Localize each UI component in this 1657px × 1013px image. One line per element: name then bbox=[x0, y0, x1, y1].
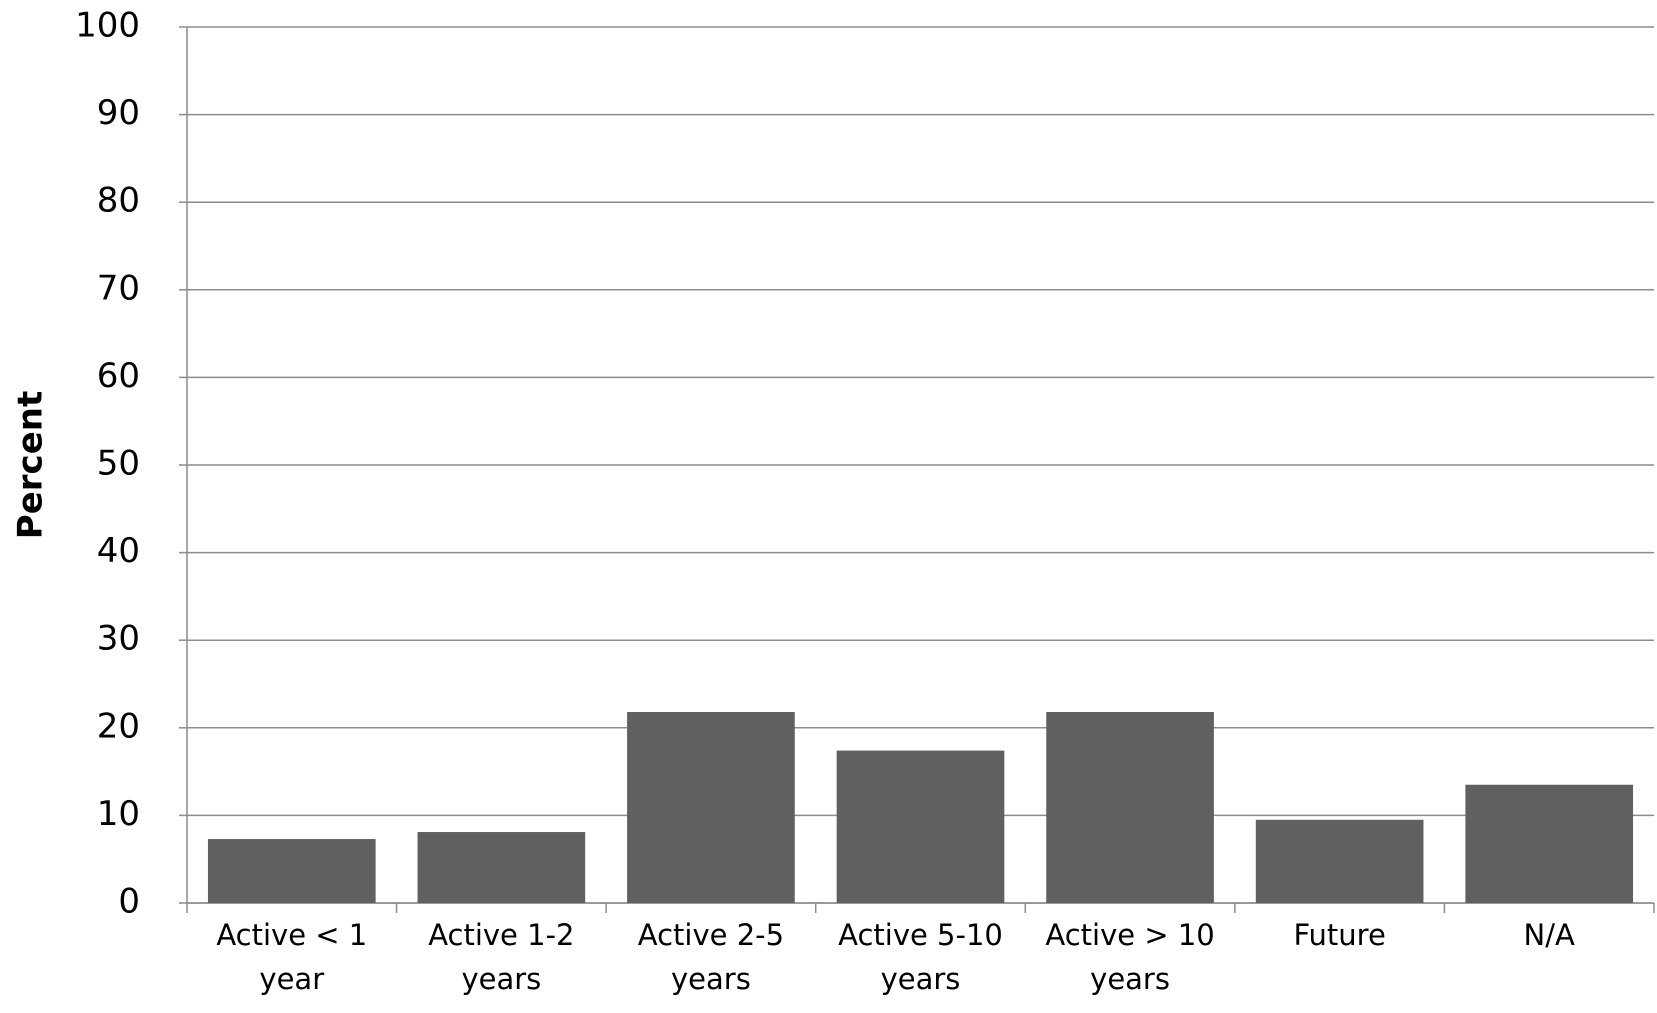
y-axis-label: Percent bbox=[11, 391, 51, 539]
x-tick-label: Active 2-5 years bbox=[637, 918, 785, 996]
y-tick-label: 70 bbox=[97, 268, 140, 308]
y-tick-label: 50 bbox=[97, 444, 140, 484]
x-tick-label: N/A bbox=[1523, 918, 1575, 952]
x-tick-label: Active 1-2 years bbox=[428, 918, 575, 996]
x-tick-label: Future bbox=[1293, 918, 1386, 952]
y-tick-label: 40 bbox=[97, 531, 140, 571]
x-tick-label: Active > 10 years bbox=[1045, 918, 1215, 996]
bar bbox=[1465, 784, 1634, 903]
y-tick-label: 10 bbox=[97, 794, 140, 834]
y-tick-label: 100 bbox=[75, 6, 140, 46]
bar bbox=[417, 832, 586, 903]
y-tick-label: 20 bbox=[97, 706, 140, 746]
y-tick-label: 90 bbox=[97, 93, 140, 133]
y-tick-label: 0 bbox=[118, 882, 140, 922]
bar bbox=[207, 839, 376, 903]
y-tick-label: 30 bbox=[97, 619, 140, 659]
bar bbox=[627, 712, 795, 903]
x-tick-label: Active < 1 year bbox=[216, 918, 368, 996]
bar bbox=[836, 750, 1005, 903]
bar bbox=[1255, 819, 1424, 903]
y-tick-label: 60 bbox=[97, 356, 140, 396]
bar bbox=[1046, 712, 1214, 903]
x-tick-label: Active 5-10 years bbox=[838, 918, 1003, 996]
y-tick-label: 80 bbox=[97, 181, 140, 221]
